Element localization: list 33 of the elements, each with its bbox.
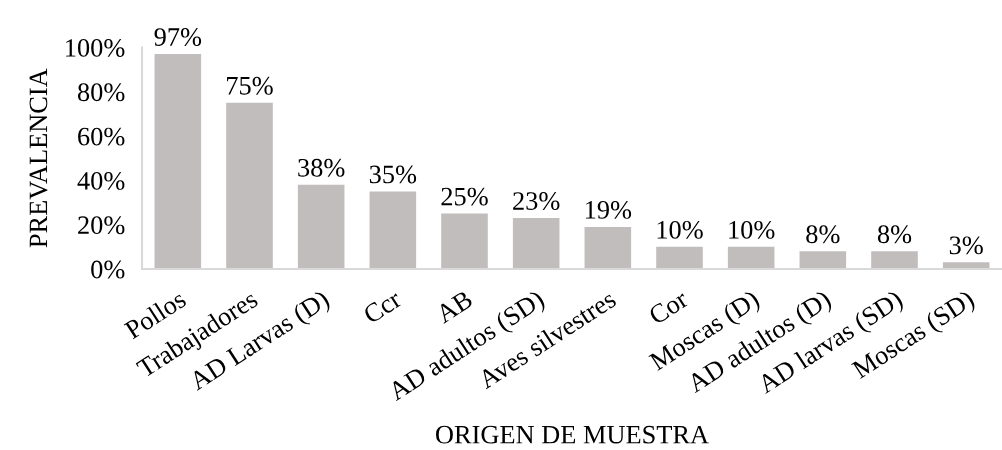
y-tick-label: 60% <box>78 127 125 146</box>
y-tick-label: 0% <box>91 260 125 279</box>
y-tick-label: 80% <box>77 83 125 102</box>
bar <box>656 246 703 269</box>
y-tick-label: 20% <box>78 216 125 235</box>
data-label: 10% <box>657 220 703 239</box>
data-label: 8% <box>806 225 840 244</box>
data-label: 23% <box>513 192 560 210</box>
data-label: 35% <box>369 165 417 184</box>
bar <box>154 54 202 269</box>
bar <box>799 251 847 269</box>
y-tick-label: 40% <box>77 171 125 190</box>
bar <box>369 191 417 269</box>
bar <box>297 184 345 269</box>
data-label: 38% <box>298 158 345 177</box>
x-tick-label: AB <box>434 289 474 324</box>
bar <box>512 218 560 269</box>
x-axis-title: ORIGEN DE MUESTRA <box>436 425 709 444</box>
data-label: 10% <box>729 220 775 239</box>
y-axis-title: PREVALENCIA <box>29 68 48 248</box>
bar <box>441 213 488 269</box>
data-label: 8% <box>877 225 912 244</box>
data-label: 3% <box>949 236 983 255</box>
data-label: 19% <box>585 200 632 219</box>
y-tick-label: 100% <box>66 39 125 57</box>
bar <box>871 251 918 269</box>
bar <box>226 102 273 269</box>
data-label: 25% <box>441 187 488 206</box>
x-tick-label: Ccr <box>362 289 403 325</box>
data-label: 97% <box>154 28 202 46</box>
bar <box>727 246 775 269</box>
bar <box>584 226 632 269</box>
data-label: 75% <box>227 76 273 95</box>
